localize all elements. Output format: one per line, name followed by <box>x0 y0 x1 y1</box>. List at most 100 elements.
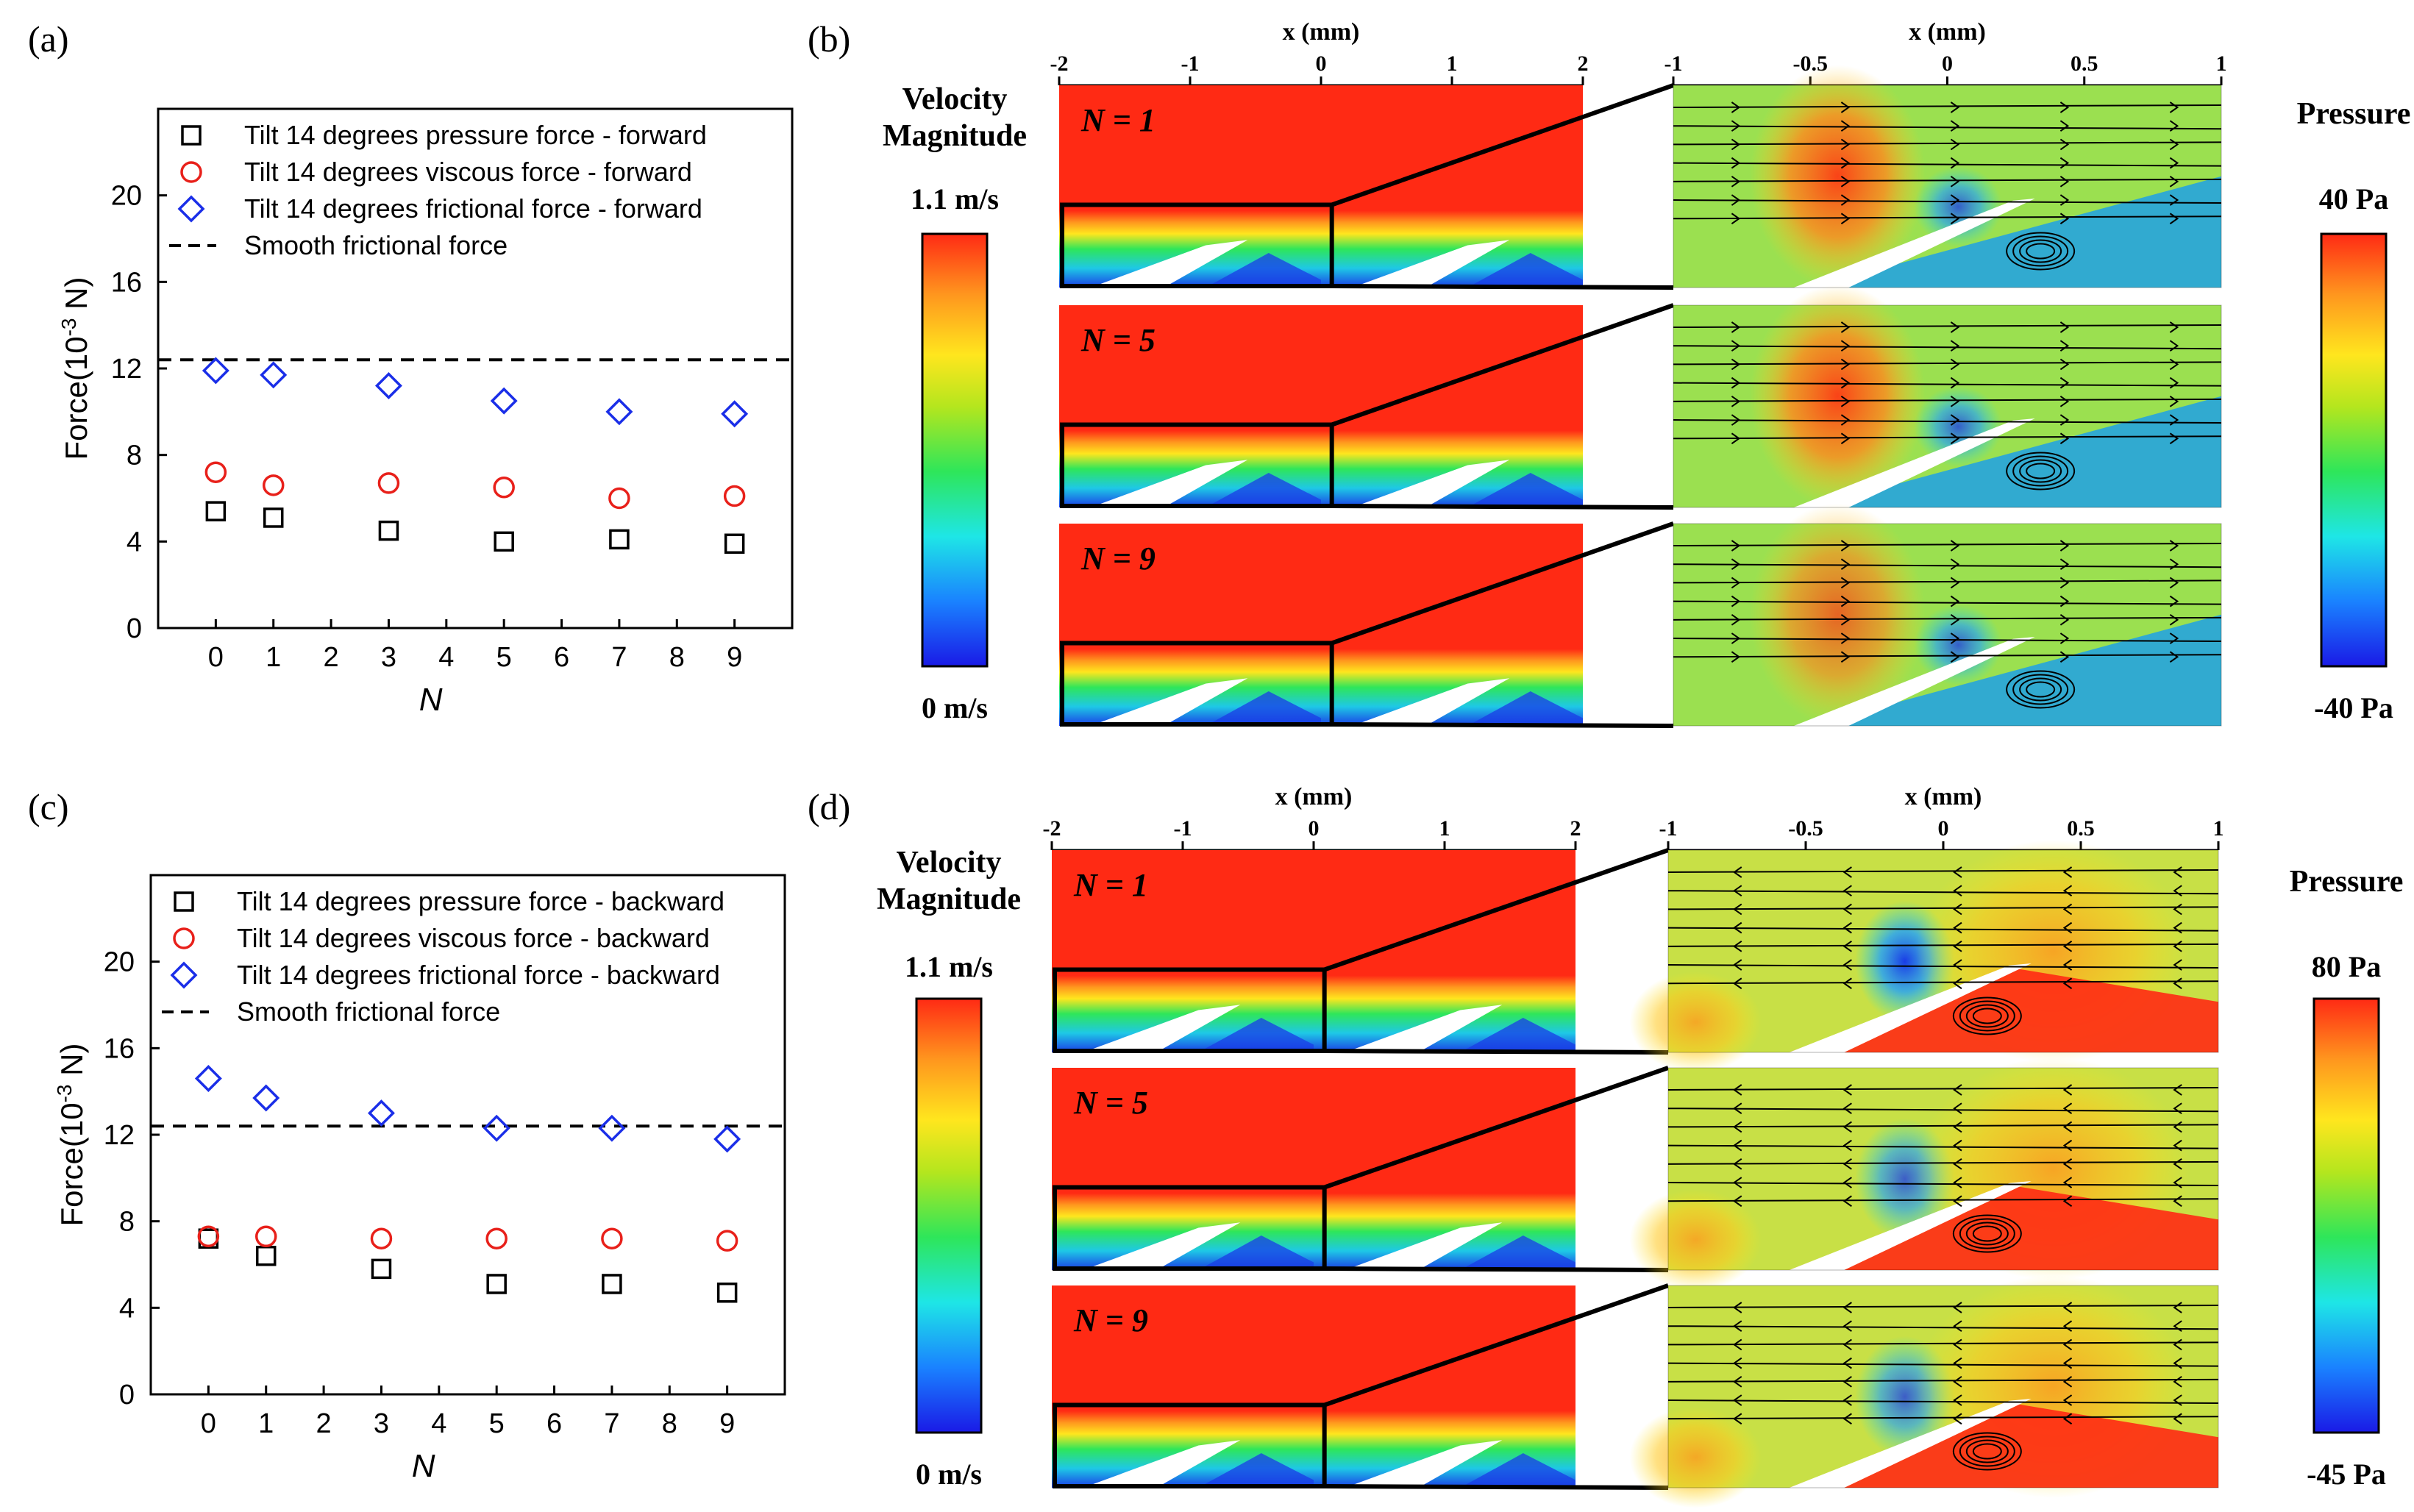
streamline-arrow <box>2169 651 2179 663</box>
y-axis-label: Force(10-3 N) <box>57 277 94 460</box>
y-tick-label: 4 <box>119 1293 135 1324</box>
streamline-arrow <box>1731 176 1741 188</box>
streamline-arrow <box>1733 959 1742 971</box>
streamline <box>1667 943 2219 947</box>
left-x-tick-label: 2 <box>1578 51 1589 76</box>
streamline-arrow <box>1842 1357 1852 1369</box>
riblet-blade <box>1090 678 1248 726</box>
velocity-colorbar <box>921 232 989 668</box>
streamline-arrow <box>1731 396 1741 407</box>
data-point-square <box>716 1282 738 1303</box>
vortex-streamline <box>2012 455 2069 487</box>
streamline-arrow <box>1842 1158 1852 1170</box>
streamline-arrow <box>2059 577 2070 589</box>
streamline-arrow <box>1953 1195 1962 1208</box>
streamline-arrow <box>1842 1102 1852 1115</box>
high-pressure-region <box>1750 503 1926 726</box>
left-x-tick-label: -1 <box>1174 816 1192 841</box>
streamline-arrow <box>2059 540 2070 552</box>
streamline-arrow <box>2169 595 2179 607</box>
streamline-arrow <box>1950 558 1960 571</box>
streamline-arrow <box>1840 321 1851 333</box>
streamline <box>1673 324 2222 328</box>
vortex-streamline <box>2019 239 2062 263</box>
streamline-arrow <box>1950 632 1960 644</box>
streamline-arrow <box>2173 921 2182 934</box>
left-x-tick-label: -2 <box>1050 51 1069 76</box>
streamline-arrow <box>2173 959 2182 971</box>
data-point-diamond <box>252 1084 280 1112</box>
streamline-arrow <box>1950 614 1960 626</box>
pressure-title: Pressure <box>2297 97 2411 131</box>
left-x-tick-label: -1 <box>1181 51 1200 76</box>
x-axis-label: N <box>419 682 443 718</box>
data-point-square <box>205 501 227 521</box>
data-point-diamond <box>202 357 229 385</box>
vortex-streamline <box>1972 1443 2002 1460</box>
vortex-streamline <box>1972 1008 2002 1024</box>
streamline-arrow <box>1731 577 1741 589</box>
streamline-arrow <box>2062 1084 2073 1096</box>
pressure-frame <box>1673 523 2222 727</box>
streamline-arrow <box>2062 1195 2073 1208</box>
data-point-circle <box>377 472 400 494</box>
streamline-arrow <box>1733 1320 1742 1333</box>
x-tick-label: 2 <box>316 1408 332 1439</box>
streamline-arrow <box>2169 176 2179 188</box>
panel-label: (c) <box>28 786 69 827</box>
y-axis-label-exp: -3 <box>57 318 80 337</box>
row-label: N = 9 <box>1073 1302 1148 1338</box>
streamline-arrow <box>2169 213 2179 225</box>
streamline-arrow <box>2059 651 2070 663</box>
x-tick-label: 9 <box>719 1408 735 1439</box>
blue-region <box>1467 691 1583 726</box>
streamline-arrow <box>2059 194 2070 206</box>
cavity-region <box>1810 176 2221 288</box>
streamline-arrow <box>1731 432 1741 445</box>
streamline-arrow <box>1842 866 1852 878</box>
data-point-circle <box>493 477 515 499</box>
streamline <box>1667 1325 2219 1330</box>
vortex-streamline <box>1965 1004 2009 1028</box>
vortex-streamline <box>1965 1222 2009 1246</box>
streamline <box>1673 638 2222 643</box>
data-point-square <box>602 1274 622 1294</box>
zoom-blade <box>1789 1181 2032 1270</box>
x-tick-label: 1 <box>266 642 281 673</box>
streamline-arrow <box>1731 558 1741 571</box>
streamline-arrow <box>1731 540 1741 552</box>
blue-region <box>1206 252 1321 288</box>
row-label: N = 5 <box>1080 322 1156 358</box>
streamline-arrow <box>1953 1413 1962 1425</box>
data-point-diamond <box>713 1125 741 1153</box>
blue-region <box>1206 691 1321 726</box>
streamline-arrow <box>2169 396 2179 407</box>
data-point-diamond <box>483 1114 510 1142</box>
streamline <box>1673 215 2222 220</box>
left-x-axis-label: x (mm) <box>1283 18 1360 46</box>
x-tick-label: 1 <box>258 1408 274 1439</box>
streamline-arrow <box>2062 885 2073 897</box>
streamline <box>1667 1182 2219 1187</box>
streamline-arrow <box>2062 1357 2073 1369</box>
y-axis-label-exp: -3 <box>53 1085 76 1103</box>
streamline-arrow <box>1733 1376 1742 1388</box>
high-pressure-region <box>1750 65 1926 288</box>
x-tick-label: 3 <box>381 642 396 673</box>
streamline-arrow <box>1842 921 1852 934</box>
riblet-blade <box>1345 1222 1503 1270</box>
streamline-arrow <box>1840 432 1851 445</box>
streamline <box>1673 435 2222 440</box>
streamline-arrow <box>2059 321 2070 333</box>
streamline-arrow <box>2059 432 2070 445</box>
streamline-arrow <box>2169 614 2179 626</box>
streamline <box>1673 382 2222 387</box>
vortex-streamline <box>2006 232 2076 271</box>
x-tick-label: 6 <box>554 642 569 673</box>
streamline <box>1673 580 2222 584</box>
pressure-frame <box>1667 1067 2219 1271</box>
right-x-tick-label: 0.5 <box>2067 816 2095 841</box>
streamline-arrow <box>1842 1376 1852 1388</box>
zoom-line <box>1331 722 1674 728</box>
